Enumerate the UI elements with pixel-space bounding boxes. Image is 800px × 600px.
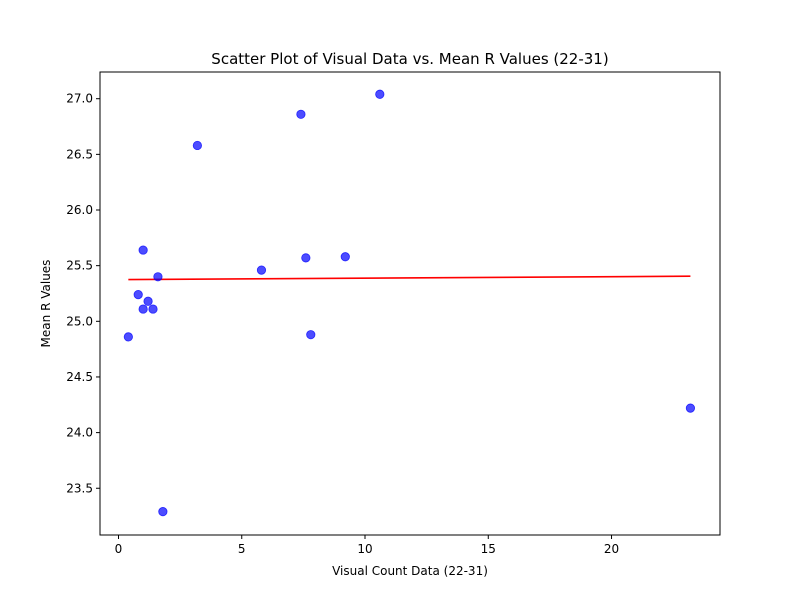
x-tick-label: 0: [115, 542, 123, 556]
x-axis-label: Visual Count Data (22-31): [332, 564, 488, 578]
data-point: [133, 289, 143, 300]
y-tick-label: 26.0: [66, 203, 93, 217]
data-point: [138, 245, 148, 255]
regression-line: [128, 275, 691, 281]
data-point: [192, 140, 202, 151]
y-tick-label: 27.0: [66, 92, 93, 106]
data-point: [296, 109, 306, 119]
data-point: [375, 89, 385, 99]
data-point: [340, 252, 350, 262]
y-tick-label: 24.5: [66, 370, 93, 384]
y-tick-label: 24.0: [66, 426, 93, 440]
data-point: [256, 265, 267, 275]
y-axis-label: Mean R Values: [39, 260, 53, 348]
data-point: [148, 304, 158, 314]
y-axis: 23.5 24.0 24.5 25.0 25.5 26.0 26.5 27.0: [66, 92, 100, 495]
y-tick-label: 26.5: [66, 147, 93, 161]
data-point: [138, 304, 148, 314]
data-point: [306, 330, 316, 340]
y-tick-label: 23.5: [66, 481, 93, 495]
y-tick-label: 25.0: [66, 314, 93, 328]
data-point: [685, 403, 696, 413]
x-tick-label: 15: [481, 542, 496, 556]
chart-title: Scatter Plot of Visual Data vs. Mean R V…: [211, 50, 608, 68]
x-tick-label: 5: [238, 542, 246, 556]
data-point: [153, 272, 163, 282]
plot-area: [123, 89, 696, 517]
data-point: [301, 253, 311, 263]
data-point: [123, 332, 133, 342]
axes-frame: [99, 71, 721, 536]
x-tick-label: 20: [604, 542, 619, 556]
data-point: [158, 507, 168, 517]
y-tick-label: 25.5: [66, 259, 93, 273]
data-point: [143, 296, 153, 306]
x-axis: 0 5 10 15 20: [115, 535, 619, 556]
x-tick-label: 10: [357, 542, 372, 556]
